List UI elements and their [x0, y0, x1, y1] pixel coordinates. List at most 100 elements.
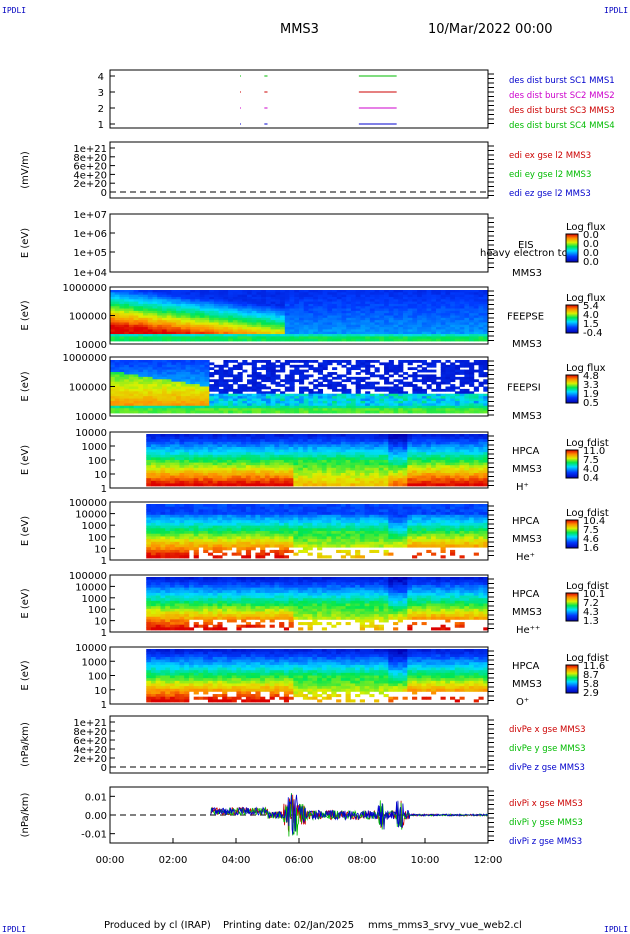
- ytick-label-hpca_o: 1: [101, 700, 107, 711]
- panel-label-hpca_h: HPCA: [512, 446, 540, 457]
- ytick-label-hpca_he: 10000: [75, 510, 107, 521]
- ytick-label-burst: 2: [98, 104, 104, 115]
- ytick-label-hpca_he: 100000: [69, 498, 107, 509]
- panel-frame-hpca_hepp: [109, 574, 489, 633]
- cbar-title-hpca_o: Log fdist: [566, 653, 609, 664]
- xtick-label: 12:00: [474, 855, 503, 866]
- ytick-label-feepsi: 1000000: [62, 353, 107, 364]
- ytick-label-eis: 1e+05: [73, 248, 107, 259]
- panel-species-hpca_hepp: He⁺⁺: [516, 625, 540, 636]
- cbar-title-feepsi: Log flux: [566, 363, 606, 374]
- series-label-divpi: divPi z gse MMS3: [509, 837, 582, 847]
- cbar-tick-feepse: 5.4: [583, 301, 599, 312]
- series-label-edi: edi ex gse l2 MMS3: [509, 151, 591, 161]
- panel-label-eis: EIS: [518, 240, 534, 251]
- series-label-burst: des dist burst SC4 MMS4: [509, 121, 615, 131]
- series-label-edi: edi ey gse l2 MMS3: [509, 170, 591, 180]
- ytick-label-hpca_h: 10000: [75, 428, 107, 439]
- burst-dot: [240, 123, 241, 125]
- burst-dot: [240, 75, 241, 77]
- ytick-label-eis: 1e+07: [73, 210, 107, 221]
- corner-label-br: IPDLI: [604, 925, 629, 934]
- ytick-label-feepsi: 100000: [69, 383, 107, 394]
- cbar-tick-feepsi: 4.8: [583, 371, 599, 382]
- ytick-label-edi: 6e+20: [73, 162, 107, 173]
- ylabel-eis: E (eV): [20, 228, 31, 258]
- ytick-label-hpca_h: 100: [88, 456, 107, 467]
- ytick-label-hpca_hepp: 10: [94, 617, 107, 628]
- ytick-label-hpca_h: 10: [94, 470, 107, 481]
- ytick-label-hpca_h: 1: [101, 484, 107, 495]
- cbar-tick-hpca_h: 7.5: [583, 455, 599, 466]
- colorbar-hpca_h: [565, 449, 579, 479]
- ytick-label-hpca_h: 1000: [82, 442, 107, 453]
- ytick-label-hpca_he: 10: [94, 544, 107, 555]
- cbar-title-eis: Log flux: [566, 222, 606, 233]
- cbar-tick-eis: 0.0: [583, 257, 599, 268]
- ytick-label-eis: 1e+04: [73, 268, 107, 279]
- cbar-tick-feepsi: 3.3: [583, 380, 599, 391]
- colorbar-hpca_o: [565, 664, 579, 694]
- ytick-label-hpca_hepp: 1: [101, 628, 107, 639]
- cbar-title-hpca_hepp: Log fdist: [566, 581, 609, 592]
- xtick-label: 10:00: [411, 855, 440, 866]
- ytick-label-feepse: 1000000: [62, 283, 107, 294]
- ytick-label-edi: 8e+20: [73, 153, 107, 164]
- heatmap-feepsi: [110, 360, 489, 414]
- panel-frame-edi: [109, 141, 489, 199]
- cbar-tick-eis: 0.0: [583, 230, 599, 241]
- ytick-label-hpca_he: 100: [88, 533, 107, 544]
- ytick-label-divpi: 0.00: [85, 811, 107, 822]
- series-label-divpi: divPi x gse MMS3: [509, 799, 583, 809]
- ytick-label-eis: 1e+06: [73, 229, 107, 240]
- colorbar-feepse: [565, 304, 579, 334]
- ytick-label-feepsi: 10000: [75, 412, 107, 423]
- panel-label-hpca_o: HPCA: [512, 661, 540, 672]
- ytick-label-edi: 1e+21: [73, 144, 107, 155]
- heatmap-hpca_h: [146, 434, 489, 487]
- panel-species-hpca_o: O⁺: [516, 697, 529, 708]
- panel-species-hpca_he: He⁺: [516, 552, 535, 563]
- panel-species-hpca_h: H⁺: [516, 482, 529, 493]
- cbar-tick-hpca_he: 4.6: [583, 534, 599, 545]
- panel-spacecraft-feepsi: MMS3: [512, 411, 542, 422]
- footer-produced: Produced by cl (IRAP): [104, 920, 211, 931]
- cbar-title-hpca_h: Log fdist: [566, 438, 609, 449]
- ytick-label-feepse: 10000: [75, 340, 107, 351]
- xtick-label: 00:00: [96, 855, 125, 866]
- ytick-label-divpe: 2e+20: [73, 754, 107, 765]
- date-title: 10/Mar/2022 00:00: [428, 22, 553, 37]
- footer-file: mms_mms3_srvy_vue_web2.cl: [368, 920, 522, 931]
- cbar-tick-hpca_h: 4.0: [583, 464, 599, 475]
- spacecraft-title: MMS3: [280, 22, 319, 37]
- series-label-burst: des dist burst SC2 MMS2: [509, 91, 615, 101]
- ytick-label-hpca_he: 1: [101, 556, 107, 567]
- panel-frame-divpe: [109, 715, 489, 774]
- ytick-label-hpca_o: 100: [88, 672, 107, 683]
- panel-label-feepse: FEEPSE: [507, 312, 544, 323]
- ytick-label-burst: 4: [98, 72, 104, 83]
- colorbar-feepsi: [565, 374, 579, 404]
- panel-spacecraft-hpca_h: MMS3: [512, 464, 542, 475]
- xtick-label: 02:00: [159, 855, 188, 866]
- xtick-label: 08:00: [348, 855, 377, 866]
- cbar-tick-feepsi: 1.9: [583, 389, 599, 400]
- ytick-label-feepse: 100000: [69, 312, 107, 323]
- cbar-tick-hpca_he: 10.4: [583, 516, 605, 527]
- panel-frame-burst: [109, 69, 489, 129]
- panel-spacecraft-hpca_he: MMS3: [512, 534, 542, 545]
- cbar-tick-feepse: 1.5: [583, 319, 599, 330]
- panel-sublabel-eis: heavy electron tof: [480, 248, 572, 259]
- ytick-label-hpca_o: 1000: [82, 657, 107, 668]
- ylabel-hpca_h: E (eV): [20, 445, 31, 475]
- heatmap-hpca_hepp: [146, 577, 489, 631]
- burst-dot: [240, 107, 241, 109]
- cbar-tick-hpca_o: 11.6: [583, 661, 605, 672]
- cbar-tick-hpca_hepp: 4.3: [583, 607, 599, 618]
- ytick-label-hpca_hepp: 100: [88, 605, 107, 616]
- corner-label-tl: IPDLI: [2, 6, 27, 15]
- ylabel-hpca_he: E (eV): [20, 516, 31, 546]
- panel-spacecraft-feepse: MMS3: [512, 339, 542, 350]
- ytick-label-divpe: 4e+20: [73, 745, 107, 756]
- burst-dot: [240, 91, 241, 93]
